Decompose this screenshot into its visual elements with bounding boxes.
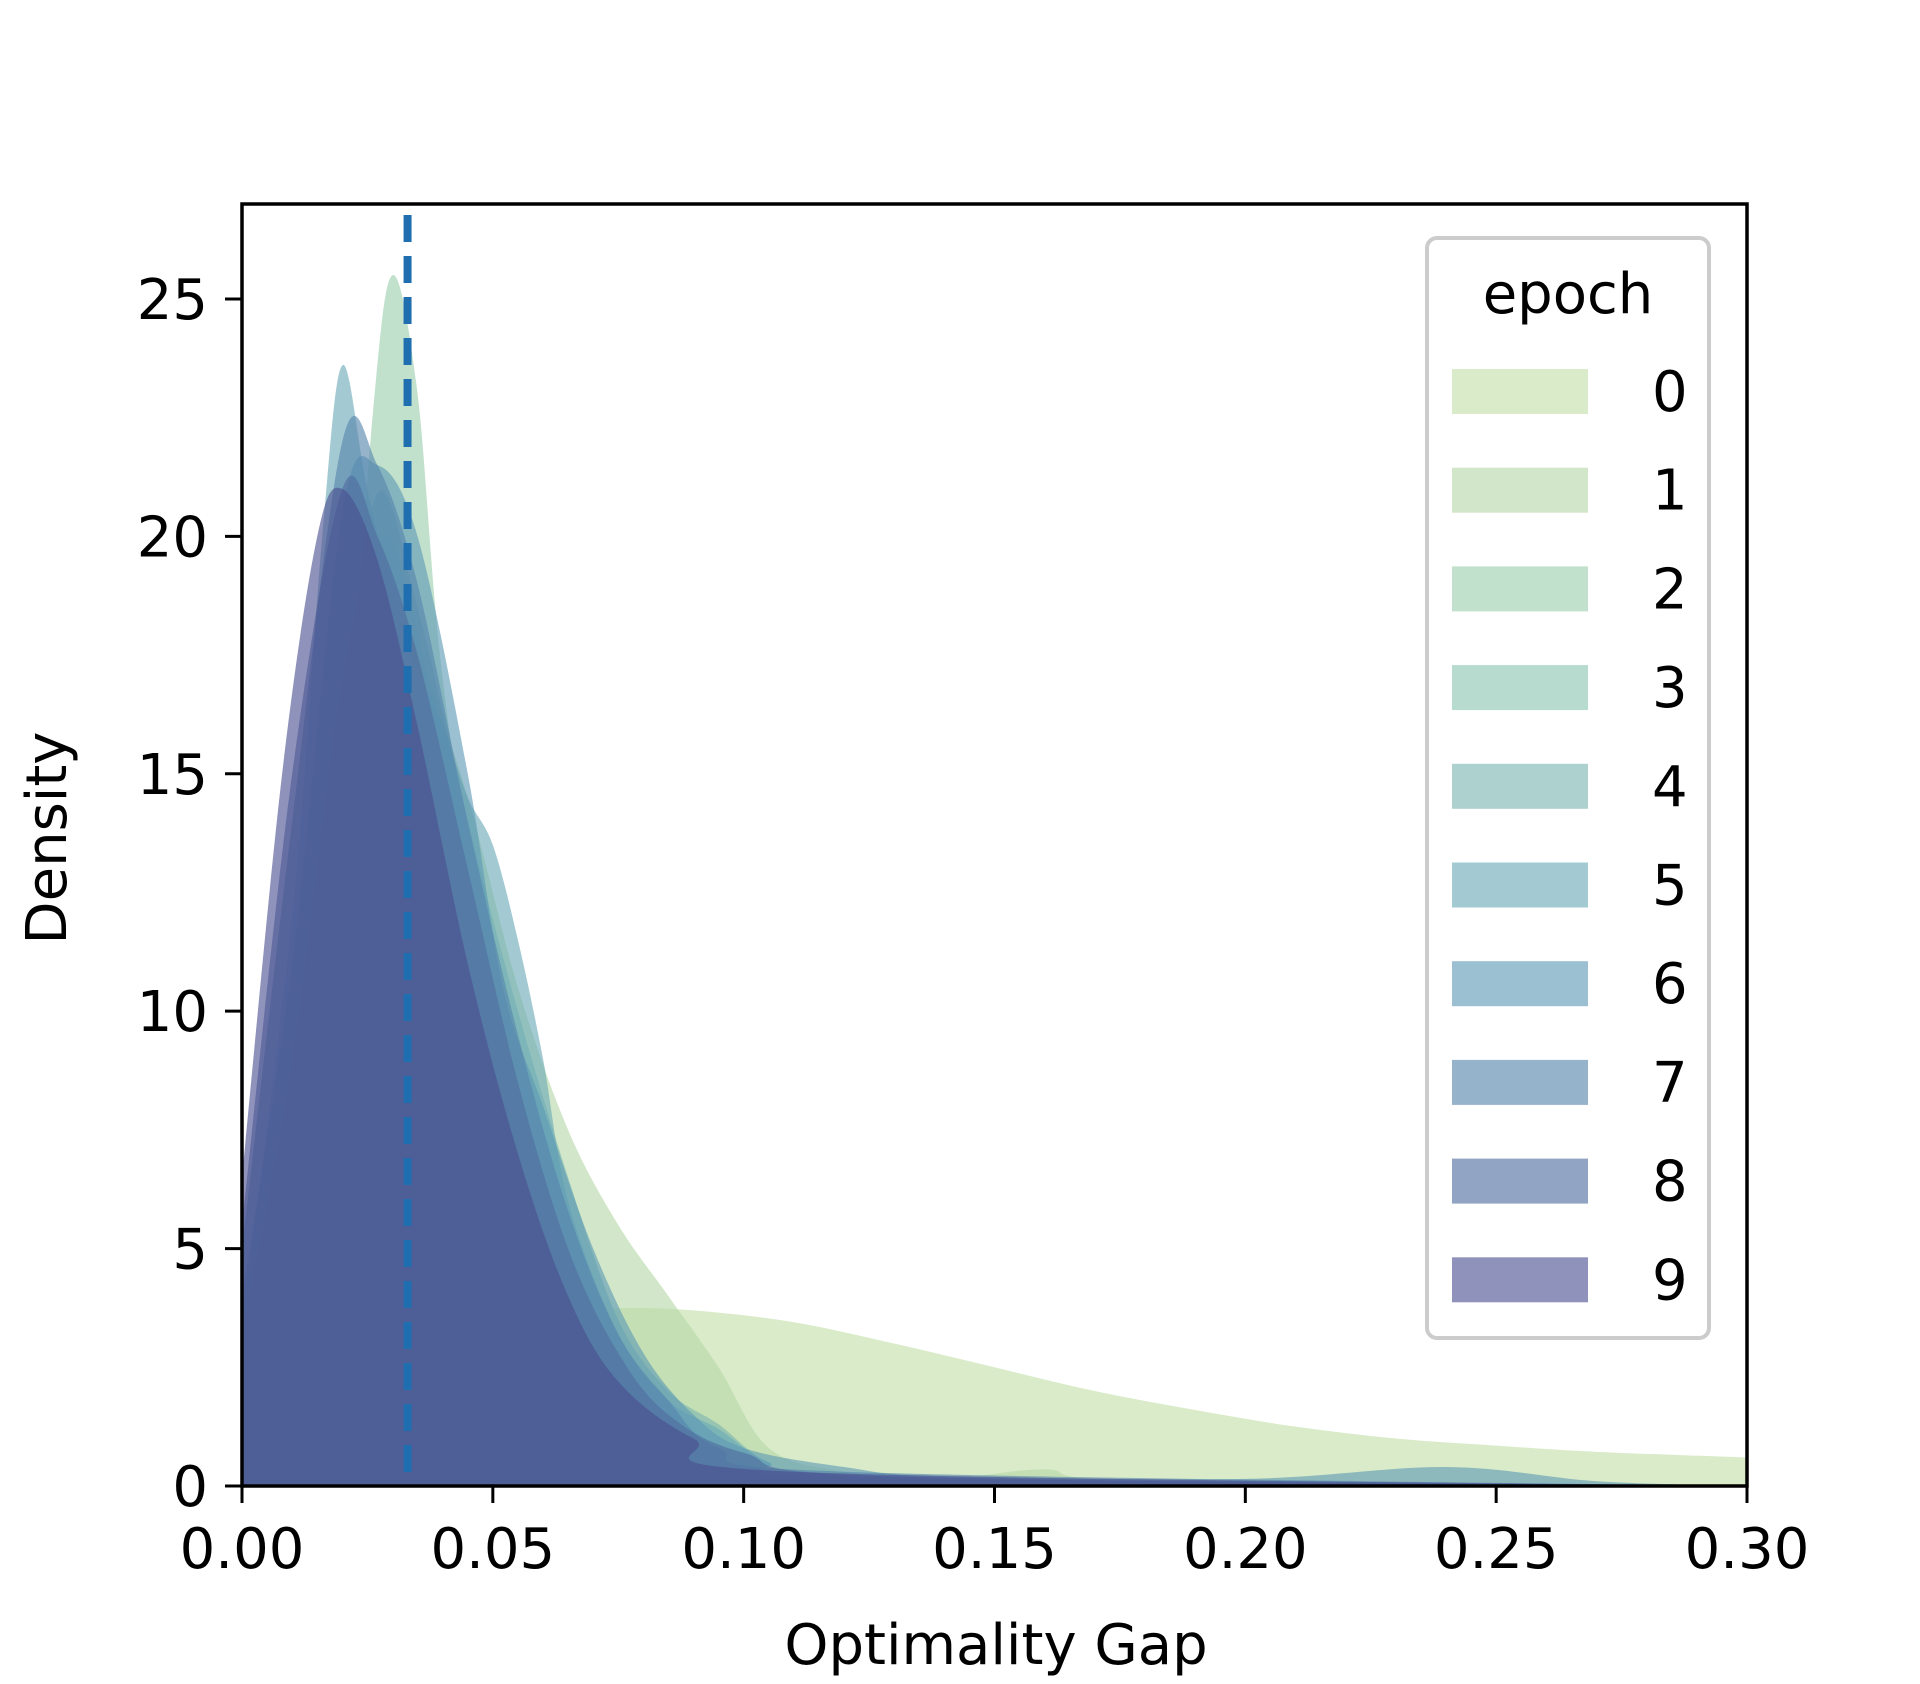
legend-swatch-epoch-7 xyxy=(1452,1059,1588,1105)
x-axis-label: Optimality Gap xyxy=(784,1613,1207,1678)
y-tick-label: 10 xyxy=(137,980,208,1045)
legend-label-epoch-3: 3 xyxy=(1652,656,1688,721)
legend-title: epoch xyxy=(1483,262,1654,327)
y-tick-label: 5 xyxy=(172,1218,208,1283)
x-tick-label: 0.20 xyxy=(1183,1517,1308,1582)
legend-swatch-epoch-2 xyxy=(1452,566,1588,612)
legend-swatch-epoch-9 xyxy=(1452,1257,1588,1303)
y-tick-label: 0 xyxy=(172,1455,208,1520)
y-tick-label: 15 xyxy=(137,743,208,808)
legend: epoch 0 1 2 3 4 5 6 7 8 9 xyxy=(1425,236,1711,1340)
legend-label-epoch-7: 7 xyxy=(1652,1051,1688,1116)
legend-swatch-epoch-1 xyxy=(1452,467,1588,513)
legend-label-epoch-9: 9 xyxy=(1652,1248,1688,1313)
x-tick-label: 0.30 xyxy=(1685,1517,1810,1582)
legend-label-epoch-2: 2 xyxy=(1652,557,1688,622)
legend-swatch-epoch-4 xyxy=(1452,763,1588,809)
density-area-epoch-9 xyxy=(242,487,1747,1486)
legend-label-epoch-4: 4 xyxy=(1652,755,1688,820)
x-tick-label: 0.10 xyxy=(681,1517,806,1582)
density-areas xyxy=(242,275,1747,1486)
x-tick-label: 0.25 xyxy=(1434,1517,1559,1582)
legend-swatch-epoch-6 xyxy=(1452,961,1588,1007)
legend-swatch-epoch-0 xyxy=(1452,369,1588,414)
legend-label-epoch-5: 5 xyxy=(1652,854,1688,919)
y-tick-label: 25 xyxy=(137,268,208,333)
y-tick-label: 20 xyxy=(137,505,208,570)
x-tick-label: 0.00 xyxy=(180,1517,305,1582)
legend-swatch-epoch-3 xyxy=(1452,665,1588,711)
legend-label-epoch-1: 1 xyxy=(1652,459,1688,524)
legend-swatch-epoch-5 xyxy=(1452,862,1588,908)
legend-swatch-epoch-8 xyxy=(1452,1158,1588,1204)
legend-label-epoch-0: 0 xyxy=(1652,360,1688,425)
x-tick-label: 0.05 xyxy=(430,1517,555,1582)
legend-label-epoch-8: 8 xyxy=(1652,1150,1688,1215)
y-axis-label: Density xyxy=(15,732,80,945)
legend-label-epoch-6: 6 xyxy=(1652,952,1688,1017)
x-tick-label: 0.15 xyxy=(932,1517,1057,1582)
density-area-epoch-1 xyxy=(242,622,1747,1486)
